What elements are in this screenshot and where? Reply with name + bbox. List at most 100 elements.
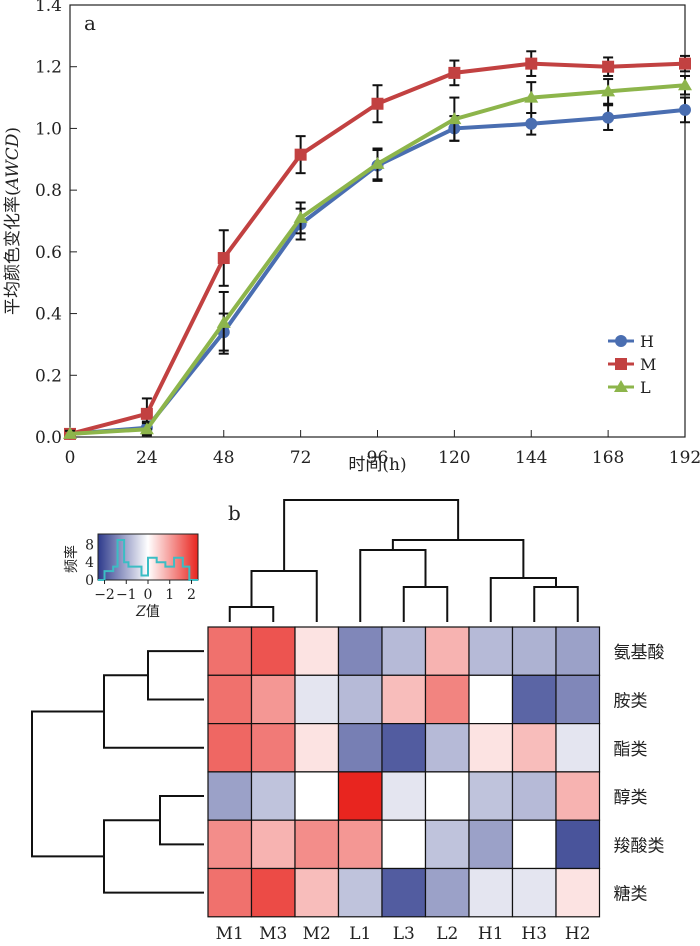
y-tick-label: 0.0 [35,428,62,448]
heatmap-cell [337,626,383,676]
data-point-M [217,252,230,265]
legend-label-M: M [640,355,656,374]
heatmap-cell [381,723,427,773]
heatmap-cell [294,867,340,918]
heatmap-cell [207,626,253,676]
row-label: 胺类 [614,691,648,711]
heatmap-cell [250,723,296,773]
legend: HML [608,332,656,397]
data-point-L [370,156,385,169]
color-key-histogram [98,539,198,581]
data-point-L [63,426,77,439]
y-tick-label: 0.6 [35,243,62,263]
color-key-xlabel: Z值 [135,604,160,620]
data-point-M [448,66,461,79]
heatmap-cell [250,674,296,725]
heatmap-cell [381,867,427,918]
color-key-y-tick: 0 [85,573,94,589]
heatmap-cell [294,819,340,870]
dendrogram-link [228,606,275,622]
x-tick-label: 0 [65,448,76,468]
x-tick-label: 72 [290,448,312,468]
heatmap-cell [468,771,514,821]
color-key-x-tick: −2 [94,587,115,603]
row-label: 氨基酸 [614,643,665,663]
data-point-L [524,90,539,103]
color-key-x-tick: −1 [116,587,137,603]
data-point-M [371,97,384,110]
heatmap-cell [468,723,514,773]
row-dendrogram [31,650,204,894]
dendrogram-link [283,499,460,571]
y-tick-label: 0.8 [35,181,62,201]
heatmap-cell [294,723,340,773]
data-point-L [447,112,462,125]
heatmap-cell [511,674,557,725]
legend-label-L: L [640,378,651,397]
dendrogram-link [402,586,449,622]
heatmap-cell [468,819,514,870]
column-label: L3 [393,924,415,944]
legend-marker-H [615,335,627,347]
series-M [64,50,691,440]
heatmap-cell [424,819,470,870]
column-label: L2 [436,924,458,944]
column-dendrogram [228,499,579,622]
data-point-M [294,148,307,161]
column-label: L1 [349,924,371,944]
heatmap-cell [511,771,557,821]
heatmap-cell [381,819,427,870]
heatmap-cell [381,626,427,676]
data-point-M [679,57,691,70]
x-tick-label: 96 [367,448,389,468]
x-axis-label: 时间(h) [348,455,406,475]
heatmap-cell [337,723,383,773]
data-point-L [216,315,231,328]
y-tick-label: 0.2 [35,366,62,386]
column-label: M3 [259,924,287,944]
y-axis-label: 平均颜色变化率(AWCD) [3,127,23,315]
data-point-L [678,78,692,91]
heatmap-cell [424,771,470,821]
dendrogram-link [250,570,318,622]
data-point-L [139,422,154,435]
column-label: H1 [478,924,504,944]
heatmap-cell [250,626,296,676]
heatmap-cell [511,867,557,918]
dendrogram-link [159,795,204,846]
row-label: 羧酸类 [614,836,665,856]
x-tick-label: 144 [515,448,547,468]
data-point-H [679,103,691,116]
heatmap-cell [555,867,601,918]
heatmap-cell [555,674,601,725]
heatmap-cell [424,867,470,918]
heatmap-cell [468,674,514,725]
heatmap-cell [555,723,601,773]
heatmap-cell [555,771,601,821]
heatmap-cell [424,723,470,773]
awcd-line-chart: 0.0 0.2 0.4 0.6 0.8 1.0 1.2 1.4 0 24 48 72 96 120 144 1… [3,0,700,475]
heatmap-cell [337,867,383,918]
legend-marker-L [614,380,628,392]
heatmap-cell [511,626,557,676]
dendrogram-link [391,539,525,578]
legend-marker-M [615,358,627,370]
heatmap-cell [207,867,253,918]
heatmap-cell [381,771,427,821]
x-tick-label: 192 [669,448,700,468]
y-tick-label: 1.2 [35,58,62,78]
x-tick-label: 168 [592,448,624,468]
heatmap-cell [381,674,427,725]
dendrogram-link [533,586,579,622]
heatmap-cell [250,819,296,870]
data-point-L [601,84,616,97]
data-point-H [602,111,615,124]
data-point-M [140,407,153,420]
legend-label-H: H [640,332,654,351]
y-tick-label: 1.4 [35,0,62,16]
color-key-y-tick: 8 [85,537,94,553]
column-label: M1 [216,924,244,944]
heatmap-cell [207,771,253,821]
